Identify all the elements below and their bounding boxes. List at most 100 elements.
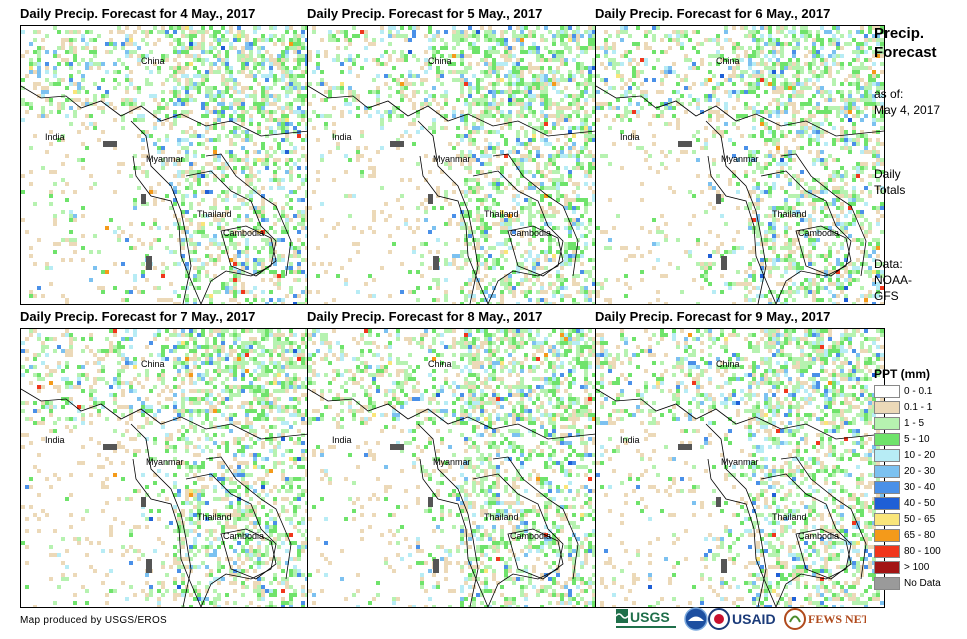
precip-cell: [476, 270, 480, 274]
precip-cell: [732, 142, 736, 146]
precip-cell: [808, 202, 812, 206]
precip-cell: [356, 290, 360, 294]
precip-cell: [504, 242, 508, 246]
precip-cell: [560, 282, 564, 286]
precip-cell: [552, 146, 556, 150]
precip-cell: [824, 182, 828, 186]
precip-cell: [157, 38, 161, 42]
precip-cell: [832, 202, 836, 206]
precip-cell: [460, 62, 464, 66]
precip-cell: [492, 38, 496, 42]
precip-cell: [448, 218, 452, 222]
precip-cell: [53, 66, 57, 70]
precip-cell: [540, 282, 544, 286]
precip-cell: [772, 302, 776, 304]
precip-cell: [736, 62, 740, 66]
precip-cell: [624, 50, 628, 54]
precip-cell: [456, 254, 460, 258]
precip-cell: [165, 118, 169, 122]
precip-cell: [281, 58, 285, 62]
precip-cell: [201, 174, 205, 178]
precip-cell: [492, 210, 496, 214]
precip-cell: [648, 46, 652, 50]
precip-cell: [584, 290, 588, 294]
precip-cell: [29, 182, 33, 186]
precip-cell: [221, 90, 225, 94]
precip-cell: [293, 34, 297, 38]
precip-cell: [708, 266, 712, 270]
forecast-panel-4: Daily Precip. Forecast for 7 May., 2017 …: [20, 308, 310, 608]
precip-cell: [868, 254, 872, 258]
precip-cell: [233, 242, 237, 246]
precip-cell: [241, 158, 245, 162]
precip-cell: [384, 50, 388, 54]
precip-cell: [173, 90, 177, 94]
precip-cell: [756, 214, 760, 218]
precip-cell: [376, 90, 380, 94]
precip-cell: [828, 66, 832, 70]
precip-cell: [812, 246, 816, 250]
precip-cell: [464, 154, 468, 158]
precip-cell: [752, 178, 756, 182]
precip-cell: [301, 102, 305, 106]
precip-cell: [245, 262, 249, 266]
precip-cell: [388, 26, 392, 30]
precip-cell: [456, 134, 460, 138]
precip-cell: [576, 114, 580, 118]
precip-cell: [205, 174, 209, 178]
precip-cell: [372, 294, 376, 298]
precip-cell: [748, 54, 752, 58]
precip-cell: [536, 210, 540, 214]
precip-cell: [536, 94, 540, 98]
precip-cell: [868, 270, 872, 274]
precip-cell: [784, 102, 788, 106]
precip-cell: [316, 246, 320, 250]
precip-cell: [249, 290, 253, 294]
precip-cell: [752, 134, 756, 138]
precip-cell: [796, 130, 800, 134]
precip-cell: [456, 222, 460, 226]
precip-cell: [708, 282, 712, 286]
precip-cell: [281, 226, 285, 230]
precip-cell: [301, 110, 305, 114]
precip-cell: [77, 30, 81, 34]
precip-cell: [528, 94, 532, 98]
precip-cell: [456, 42, 460, 46]
precip-cell: [824, 254, 828, 258]
precip-cell: [664, 154, 668, 158]
precip-cell: [65, 30, 69, 34]
precip-cell: [205, 246, 209, 250]
precip-cell: [612, 66, 616, 70]
precip-cell: [161, 150, 165, 154]
precip-cell: [89, 58, 93, 62]
precip-cell: [237, 302, 241, 304]
precip-cell: [880, 110, 884, 114]
precip-cell: [49, 266, 53, 270]
precip-cell: [61, 210, 65, 214]
precip-cell: [640, 182, 644, 186]
precip-cell: [548, 82, 552, 86]
precip-cell: [61, 102, 65, 106]
precip-cell: [568, 294, 572, 298]
precip-cell: [169, 250, 173, 254]
precip-cell: [428, 286, 432, 290]
precip-cell: [736, 46, 740, 50]
precip-cell: [532, 214, 536, 218]
precip-cell: [241, 262, 245, 266]
precip-cell: [269, 38, 273, 42]
precip-cell: [109, 50, 113, 54]
precip-cell: [145, 34, 149, 38]
precip-cell: [408, 38, 412, 42]
precip-cell: [876, 102, 880, 106]
precip-cell: [540, 86, 544, 90]
precip-cell: [564, 58, 568, 62]
precip-cell: [568, 26, 572, 30]
precip-cell: [261, 162, 265, 166]
precip-cell: [265, 50, 269, 54]
precip-cell: [328, 262, 332, 266]
precip-cell: [528, 90, 532, 94]
precip-cell: [213, 86, 217, 90]
precip-cell: [556, 274, 560, 278]
precip-cell: [21, 174, 25, 178]
precip-cell: [153, 42, 157, 46]
